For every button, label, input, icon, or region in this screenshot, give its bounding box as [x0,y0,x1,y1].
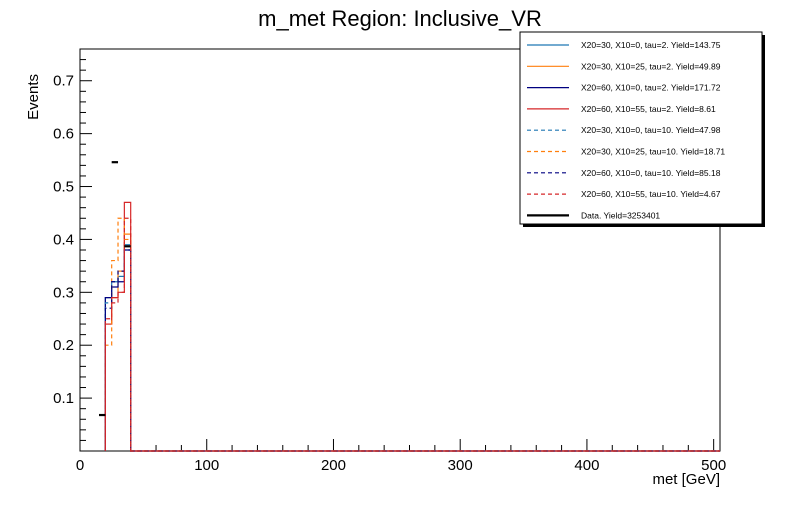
y-tick-label: 0.3 [53,284,74,301]
x-axis-label: met [GeV] [652,471,720,488]
legend-label-5: X20=30, X10=25, tau=10. Yield=18.71 [581,147,725,157]
x-tick-label: 500 [701,457,726,474]
chart-title: m_met Region: Inclusive_VR [258,6,542,31]
y-tick-label: 0.6 [53,126,74,143]
y-axis: 0.1 0.2 0.3 0.4 0.5 0.6 0.7 [53,59,92,441]
y-tick-label: 0.1 [53,390,74,407]
series-layer [104,201,720,452]
x-tick-label: 300 [448,457,473,474]
legend-label-1: X20=30, X10=25, tau=2. Yield=49.89 [581,61,721,71]
legend-items: X20=30, X10=0, tau=2. Yield=143.75 X20=30… [527,40,725,220]
data-points [99,161,131,417]
y-tick-label: 0.2 [53,337,74,354]
series-line-5 [104,217,720,452]
series-line-0 [104,244,720,452]
legend-label-7: X20=60, X10=55, tau=10. Yield=4.67 [581,189,721,199]
legend-label-6: X20=60, X10=0, tau=10. Yield=85.18 [581,168,721,178]
y-axis-label: Events [25,74,42,120]
series-line-6 [104,249,720,452]
x-tick-label: 400 [574,457,599,474]
x-tick-label: 100 [194,457,219,474]
legend-label-3: X20=60, X10=55, tau=2. Yield=8.61 [581,104,716,114]
y-tick-label: 0.4 [53,231,74,248]
series-line-2 [104,249,720,452]
x-axis: 0 100 200 300 400 500 [76,439,726,474]
series-line-4 [104,249,720,452]
y-tick-label: 0.7 [53,73,74,90]
legend-label-8: Data. Yield=3253401 [581,210,660,220]
legend-label-0: X20=30, X10=0, tau=2. Yield=143.75 [581,40,721,50]
legend: X20=30, X10=0, tau=2. Yield=143.75 X20=30… [519,31,765,227]
series-line-7 [104,217,720,452]
y-tick-label: 0.5 [53,179,74,196]
series-line-3 [104,201,720,452]
x-tick-label: 200 [321,457,346,474]
legend-label-4: X20=30, X10=0, tau=10. Yield=47.98 [581,125,721,135]
x-tick-label: 0 [76,457,84,474]
series-line-1 [104,233,720,452]
legend-box [519,31,763,225]
legend-label-2: X20=60, X10=0, tau=2. Yield=171.72 [581,83,721,93]
